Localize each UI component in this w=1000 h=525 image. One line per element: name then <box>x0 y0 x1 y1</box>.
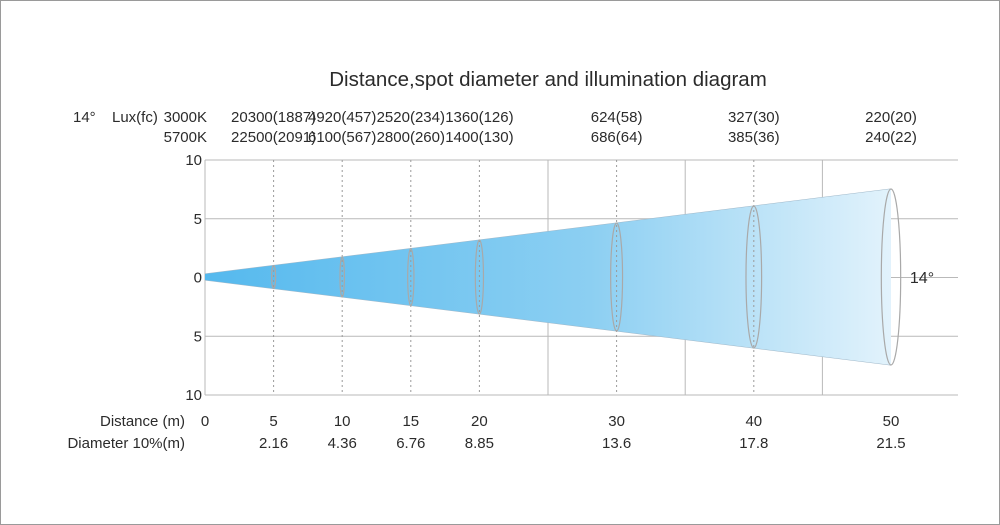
y-axis-tick-label: 5 <box>194 328 202 345</box>
diameter-value: 13.6 <box>602 435 631 452</box>
y-axis-tick-label: 10 <box>185 387 202 404</box>
beam-angle-label: 14° <box>910 270 934 287</box>
lux-value: 1400(130) <box>445 129 513 146</box>
lux-value: 6100(567) <box>308 129 376 146</box>
y-axis-tick-label: 10 <box>185 152 202 169</box>
distance-value: 10 <box>334 413 351 430</box>
light-beam-cone <box>205 189 891 365</box>
lux-header: 14° Lux(fc) 3000K 5700K <box>73 109 207 146</box>
distance-value: 5 <box>269 413 277 430</box>
lux-value: 20300(1887) <box>231 109 316 126</box>
diameter-value: 4.36 <box>328 435 357 452</box>
lux-value: 220(20) <box>865 109 917 126</box>
lux-value: 4920(457) <box>308 109 376 126</box>
distance-value: 15 <box>402 413 419 430</box>
y-axis-tick-label: 5 <box>194 211 202 228</box>
spot-ellipse <box>339 256 346 298</box>
lux-value: 240(22) <box>865 129 917 146</box>
distance-label: Distance (m) <box>100 413 185 430</box>
diagram-title: Distance,spot diameter and illumination … <box>329 68 767 91</box>
y-axis-tick-label: 0 <box>194 270 202 287</box>
spot-ellipse <box>745 205 763 349</box>
spot-ellipse <box>271 264 277 290</box>
spot-ellipses <box>271 188 902 366</box>
lux-value: 2520(234) <box>377 109 445 126</box>
spot-ellipse <box>880 188 902 366</box>
spot-ellipse <box>474 239 485 315</box>
spot-ellipse <box>610 222 624 332</box>
lux-value: 327(30) <box>728 109 780 126</box>
distance-value: 20 <box>471 413 488 430</box>
diameter-value: 21.5 <box>876 435 905 452</box>
distance-guide-lines <box>273 160 755 395</box>
distance-value: 30 <box>608 413 625 430</box>
temp-label-3000k: 3000K <box>164 109 207 126</box>
lux-unit-label: Lux(fc) <box>112 109 158 126</box>
distance-value: 50 <box>883 413 900 430</box>
diameter-value: 8.85 <box>465 435 494 452</box>
y-axis-ticks: 10 5 0 5 10 <box>185 152 202 404</box>
diameter-values: 2.16 4.36 6.76 8.85 13.6 17.8 21.5 <box>259 435 906 452</box>
lux-value: 624(58) <box>591 109 643 126</box>
lux-value: 1360(126) <box>445 109 513 126</box>
beam-angle-prefix: 14° <box>73 109 96 126</box>
distance-value: 0 <box>201 413 209 430</box>
distance-value: 40 <box>745 413 762 430</box>
spot-ellipse <box>407 247 415 307</box>
lux-value: 686(64) <box>591 129 643 146</box>
temp-label-5700k: 5700K <box>164 129 207 146</box>
lux-value: 2800(260) <box>377 129 445 146</box>
lux-value: 22500(2091) <box>231 129 316 146</box>
diameter-value: 17.8 <box>739 435 768 452</box>
distance-values: 0 5 10 15 20 30 40 50 <box>201 413 900 430</box>
lux-value: 385(36) <box>728 129 780 146</box>
diameter-value: 2.16 <box>259 435 288 452</box>
diameter-value: 6.76 <box>396 435 425 452</box>
lux-values: 20300(1887)4920(457) 2520(234) 1360(126) 62… <box>231 109 917 146</box>
diameter-label: Diameter 10%(m) <box>67 435 185 452</box>
